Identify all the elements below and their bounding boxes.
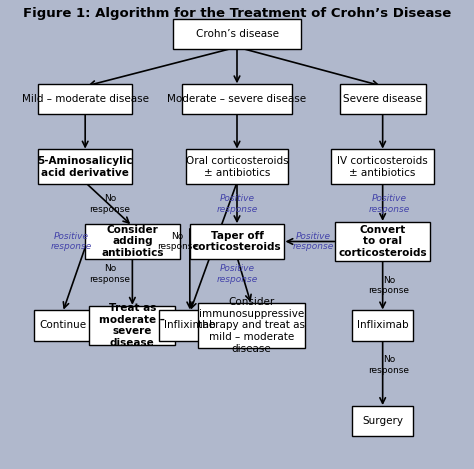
Text: 5-Aminosalicylic
acid derivative: 5-Aminosalicylic acid derivative [37,156,133,178]
Text: Consider
immunosuppressive
therapy and treat as
mild – moderate
disease: Consider immunosuppressive therapy and t… [198,297,305,354]
Text: Positive
response: Positive response [292,232,334,251]
Text: Positive
response: Positive response [216,195,258,214]
FancyBboxPatch shape [89,306,175,345]
Text: No
response: No response [368,356,410,375]
FancyBboxPatch shape [173,19,301,49]
FancyBboxPatch shape [198,303,305,348]
FancyBboxPatch shape [331,150,434,184]
FancyBboxPatch shape [34,310,91,340]
Text: Oral corticosteroids
± antibiotics: Oral corticosteroids ± antibiotics [186,156,288,178]
Text: Infliximab: Infliximab [357,320,409,331]
Text: Infliximab: Infliximab [164,320,216,331]
Text: Mild – moderate disease: Mild – moderate disease [22,94,149,104]
Text: Continue: Continue [39,320,86,331]
Text: Positive
response: Positive response [50,232,91,251]
Text: Severe disease: Severe disease [343,94,422,104]
FancyBboxPatch shape [85,224,180,259]
FancyBboxPatch shape [339,84,426,114]
FancyBboxPatch shape [159,310,220,340]
FancyBboxPatch shape [190,224,284,259]
FancyBboxPatch shape [38,150,132,184]
Text: Convert
to oral
corticosteroids: Convert to oral corticosteroids [338,225,427,258]
Text: No
response: No response [89,265,130,284]
Text: Surgery: Surgery [362,416,403,426]
Text: Figure 1: Algorithm for the Treatment of Crohn’s Disease: Figure 1: Algorithm for the Treatment of… [23,7,451,20]
Text: No
response: No response [368,276,410,295]
Text: Treat as
moderate –
severe
disease: Treat as moderate – severe disease [100,303,165,348]
Text: Crohn’s disease: Crohn’s disease [195,29,279,39]
FancyBboxPatch shape [352,310,413,340]
FancyBboxPatch shape [38,84,132,114]
Text: No
response: No response [157,232,198,251]
FancyBboxPatch shape [182,84,292,114]
Text: Positive
response: Positive response [368,195,410,214]
FancyBboxPatch shape [352,406,413,436]
FancyBboxPatch shape [186,150,288,184]
Text: Positive
response: Positive response [216,265,258,284]
Text: Consider
adding
antibiotics: Consider adding antibiotics [101,225,164,258]
Text: Moderate – severe disease: Moderate – severe disease [167,94,307,104]
FancyBboxPatch shape [336,222,430,261]
Text: No
response: No response [89,195,130,214]
Text: IV corticosteroids
± antibiotics: IV corticosteroids ± antibiotics [337,156,428,178]
Text: Taper off
corticosteroids: Taper off corticosteroids [193,231,281,252]
